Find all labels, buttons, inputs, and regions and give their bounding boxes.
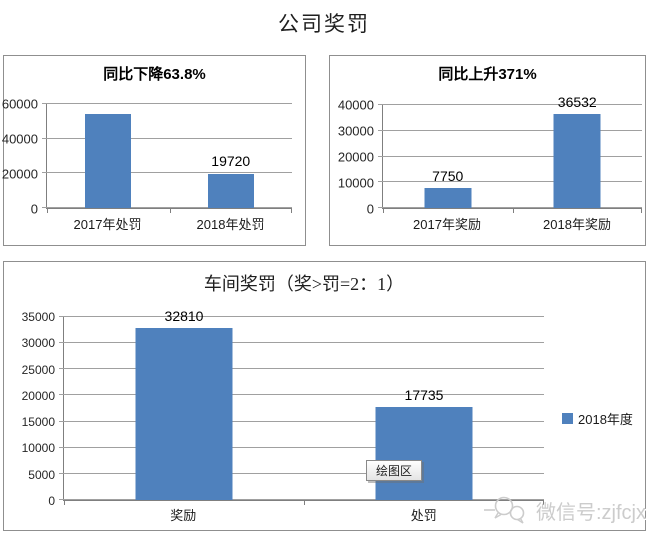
bar-cell: 32810 <box>64 308 304 500</box>
bar-company-reward-1 <box>553 113 601 208</box>
bar-company-punishment-1 <box>207 173 254 208</box>
bar-value-label: 32810 <box>164 308 204 325</box>
y-tick-label: 40000 <box>1 131 38 147</box>
x-axis-tick <box>64 500 65 505</box>
plot-area-tooltip-label: 绘图区 <box>375 464 412 478</box>
page-title: 公司奖罚 <box>278 12 370 36</box>
chart-title: 同比下降63.8% <box>103 66 206 83</box>
bar-cell: 36532 <box>513 94 643 208</box>
gridline <box>42 172 292 174</box>
gridline <box>59 316 544 317</box>
bar-cell: 17735 <box>304 317 544 500</box>
y-tick-label: 30000 <box>337 123 374 139</box>
y-tick-label: 0 <box>30 201 38 217</box>
legend-label: 2018年度 <box>578 412 633 427</box>
gridline <box>59 472 544 474</box>
bar-value-label: 7750 <box>432 167 464 184</box>
y-axis: 0 5000 10000 15000 20000 25000 30000 35000 <box>4 311 55 507</box>
watermark-text: 微信号:zjfcjx <box>536 501 646 524</box>
x-axis-tick <box>291 208 292 213</box>
gridline <box>378 181 642 183</box>
y-tick-label: 20000 <box>337 149 374 165</box>
y-tick-label: 25000 <box>21 362 55 377</box>
gridline <box>42 137 292 139</box>
y-tick-label: 5000 <box>28 467 55 482</box>
gridline <box>378 155 642 157</box>
x-axis: 2017年奖励 2018年奖励 <box>382 214 642 232</box>
gridline <box>378 129 642 131</box>
x-category-label: 2017年处罚 <box>73 217 142 232</box>
chart-panel-company-reward: 同比上升371% 0 10000 20000 30000 40000 7750 36532… <box>329 55 646 246</box>
plot-area: 7750 36532 <box>378 94 643 213</box>
chart-title: 车间奖罚（奖>罚=2：1） <box>203 274 405 294</box>
y-tick-label: 0 <box>48 494 55 508</box>
bar-cell <box>47 104 170 208</box>
bar-value-label: 19720 <box>211 153 251 170</box>
y-tick-label: 20000 <box>1 166 38 182</box>
x-axis-tick <box>512 208 514 213</box>
y-axis: 0 10000 20000 30000 40000 <box>330 99 374 216</box>
chart-title: 同比上升371% <box>438 66 537 83</box>
bar-company-punishment-0 <box>85 113 132 208</box>
y-tick-label: 40000 <box>337 97 374 113</box>
legend-swatch-icon <box>562 413 573 424</box>
bar-cell: 7750 <box>383 105 513 208</box>
plot-area-tooltip: 绘图区 <box>366 460 422 481</box>
x-axis: 奖励 处罚 <box>63 505 544 523</box>
gridline <box>378 207 642 208</box>
gridline <box>59 446 544 448</box>
gridline <box>59 499 544 500</box>
y-tick-label: 35000 <box>21 310 55 324</box>
chart-panel-company-punishment: 同比下降63.8% 0 20000 40000 60000 19720 2017年处罚… <box>1 55 306 246</box>
bar-workshop-reward-punishment-1 <box>375 407 473 500</box>
gridline <box>378 104 642 105</box>
bar-cell: 19720 <box>170 104 293 208</box>
x-axis-tick <box>169 208 171 213</box>
gridline <box>59 420 544 422</box>
x-axis: 2017年处罚 2018年处罚 <box>46 214 292 232</box>
y-tick-label: 15000 <box>21 415 55 430</box>
y-tick-label: 0 <box>366 201 374 217</box>
gridline <box>42 103 292 104</box>
y-tick-label: 10000 <box>337 175 374 191</box>
bar-workshop-reward-punishment-0 <box>135 328 233 500</box>
chart-legend: 2018年度 <box>562 409 633 428</box>
x-category-label: 奖励 <box>170 508 197 523</box>
wechat-icon <box>484 496 525 524</box>
y-tick-label: 30000 <box>21 336 55 351</box>
y-tick-label: 60000 <box>1 96 38 112</box>
x-category-label: 2017年奖励 <box>413 217 481 232</box>
gridline <box>59 368 544 370</box>
chart-panel-workshop: 车间奖罚（奖>罚=2：1） 0 5000 10000 15000 20000 25000 3… <box>3 261 646 531</box>
gridline <box>59 342 544 344</box>
x-axis-tick <box>47 208 48 213</box>
plot-area: 32810 17735 <box>59 308 544 505</box>
plot-area: 19720 <box>42 103 293 213</box>
x-axis-tick <box>543 500 544 505</box>
x-category-label: 处罚 <box>410 508 437 523</box>
y-tick-label: 10000 <box>21 441 55 456</box>
x-axis-tick <box>304 500 305 505</box>
gridline <box>59 394 544 396</box>
y-axis: 0 20000 40000 60000 <box>1 98 38 216</box>
bar-value-label: 36532 <box>557 93 597 110</box>
x-axis-tick <box>383 208 384 213</box>
watermark: 微信号:zjfcjx <box>484 492 646 528</box>
x-category-label: 2018年处罚 <box>196 217 265 232</box>
y-tick-label: 20000 <box>21 388 55 403</box>
gridline <box>42 207 292 208</box>
x-axis-tick <box>641 208 642 213</box>
x-category-label: 2018年奖励 <box>543 217 611 232</box>
bar-company-reward-0 <box>424 188 472 208</box>
bar-value-label: 17735 <box>404 386 444 403</box>
